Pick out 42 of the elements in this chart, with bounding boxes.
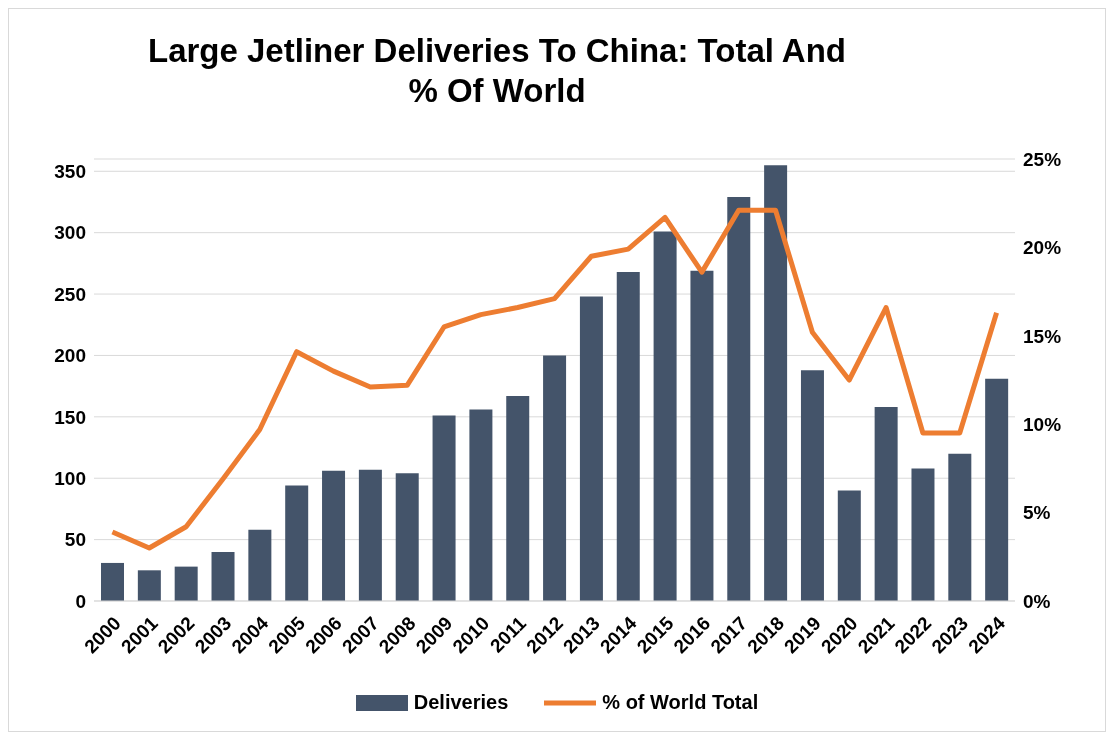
y-tick-label: 50	[64, 529, 86, 551]
bar	[948, 453, 972, 601]
bar	[211, 551, 235, 601]
bar	[469, 409, 493, 601]
bar	[285, 485, 309, 601]
bar	[985, 378, 1009, 601]
bar	[248, 529, 272, 601]
y2-tick-label: 5%	[1023, 502, 1051, 524]
bar	[322, 470, 346, 601]
y-tick-label: 100	[54, 467, 86, 489]
y2-tick-label: 0%	[1023, 590, 1051, 612]
bar	[616, 271, 640, 601]
chart-title: Large Jetliner Deliveries To China: Total And % Of World	[147, 31, 847, 111]
legend-label: % of World Total	[602, 691, 759, 714]
y-tick-label: 350	[54, 161, 86, 183]
bar	[358, 469, 382, 601]
y-tick-label: 0	[75, 590, 86, 612]
y2-tick-label: 15%	[1023, 325, 1062, 347]
bar	[174, 566, 198, 601]
bar	[727, 197, 751, 601]
y2-tick-label: 25%	[1023, 148, 1062, 170]
bar	[506, 395, 530, 601]
bar	[800, 370, 824, 601]
y-tick-label: 150	[54, 406, 86, 428]
bar	[395, 473, 419, 601]
y-tick-label: 250	[54, 283, 86, 305]
bar	[874, 407, 898, 601]
bar	[690, 270, 714, 601]
bar	[543, 355, 567, 601]
bar	[101, 562, 124, 601]
y-tick-label: 200	[54, 345, 86, 367]
bar	[764, 165, 788, 601]
y2-tick-label: 10%	[1023, 413, 1062, 435]
y-tick-label: 300	[54, 222, 86, 244]
bar	[137, 570, 161, 601]
bar	[432, 415, 456, 601]
bar	[837, 490, 861, 601]
y2-tick-label: 20%	[1023, 237, 1062, 259]
bar	[911, 468, 935, 601]
bar	[653, 231, 677, 601]
bar	[579, 296, 603, 601]
legend-label: Deliveries	[413, 691, 509, 714]
